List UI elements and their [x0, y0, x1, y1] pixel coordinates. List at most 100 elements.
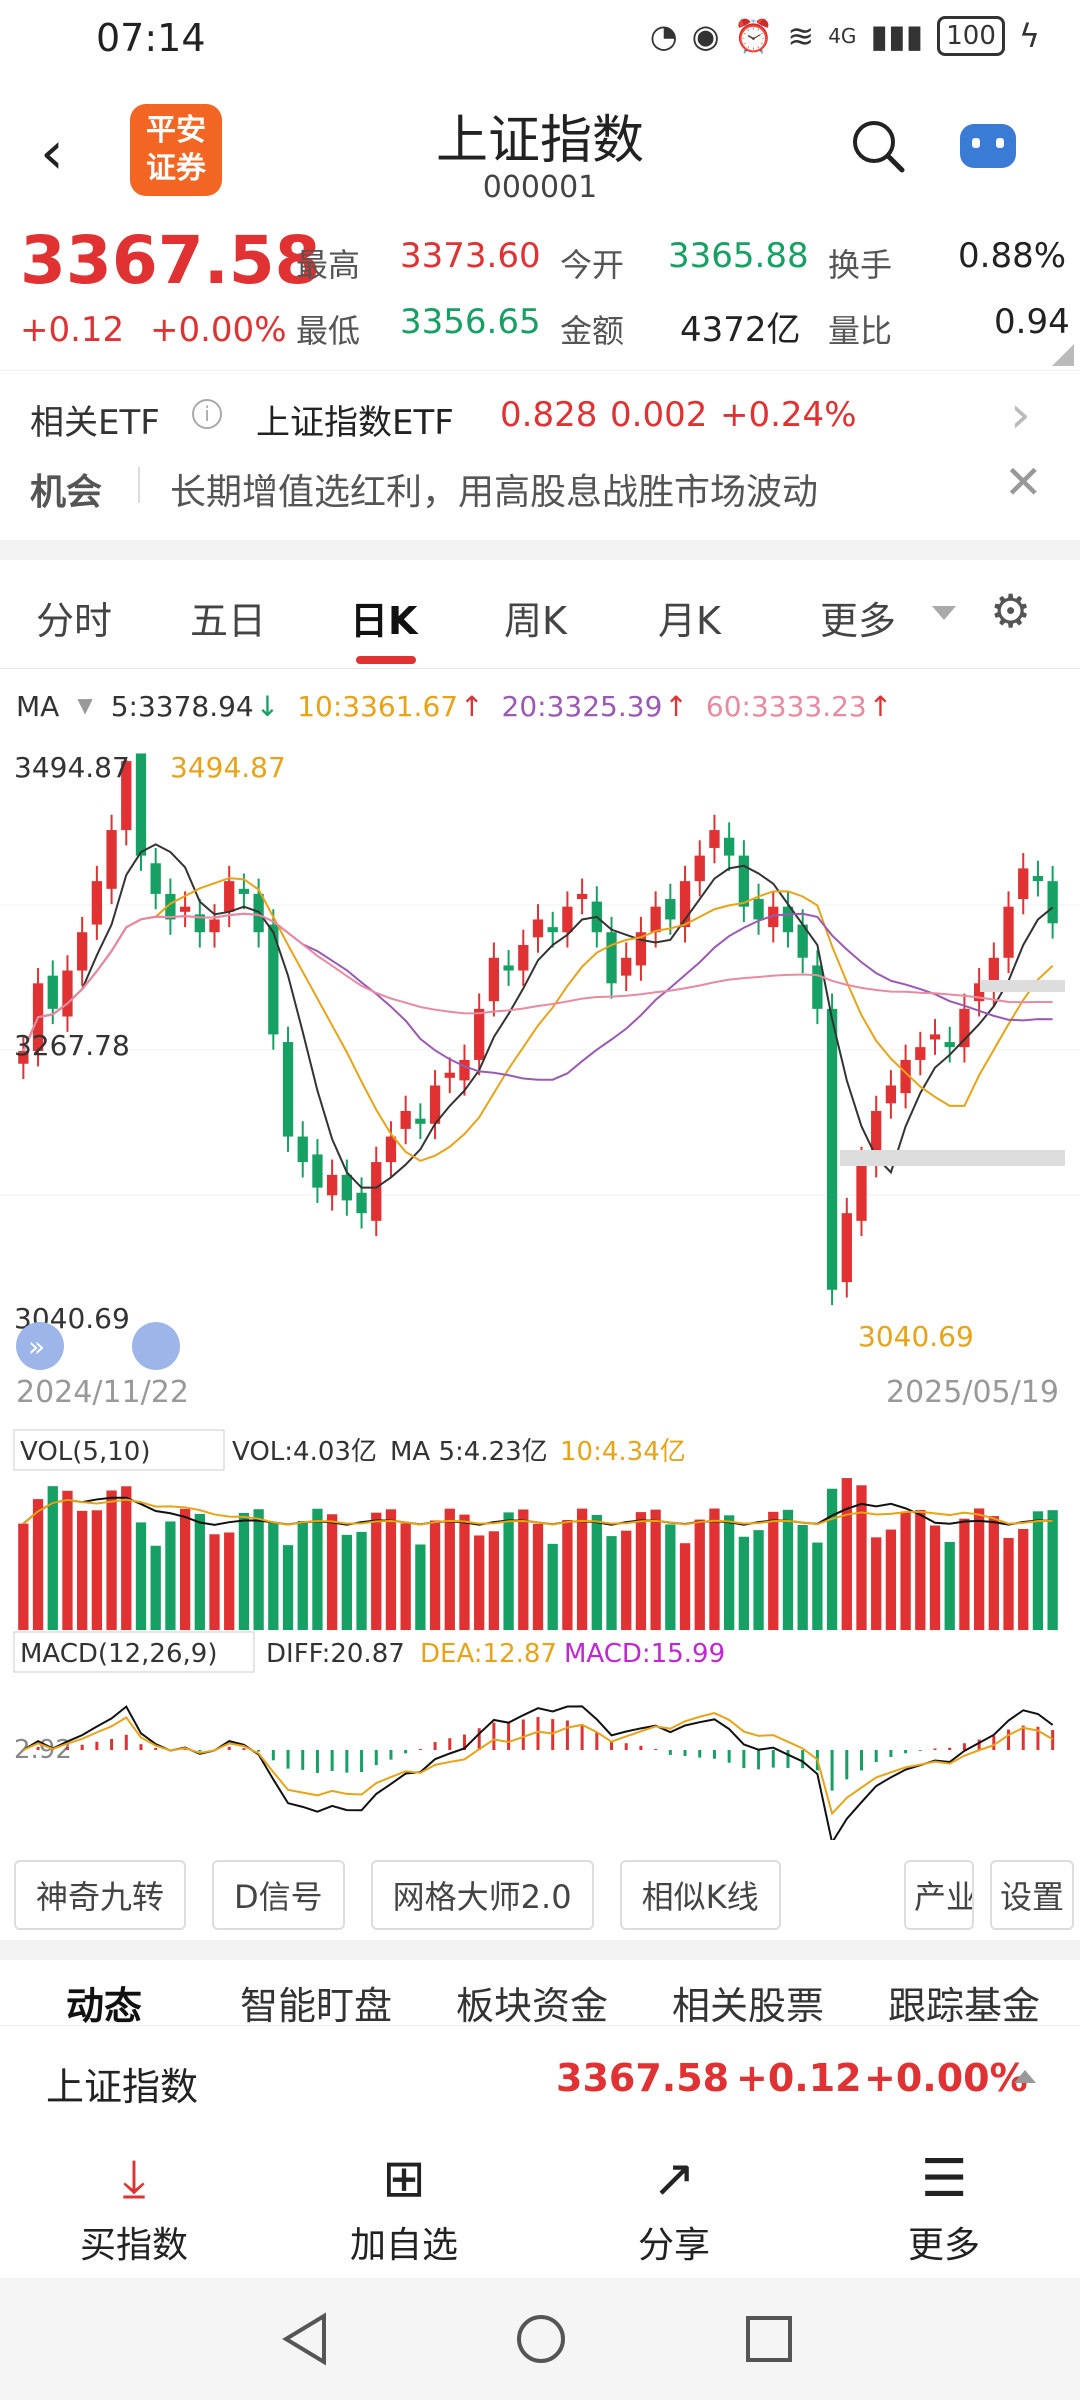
- feature-button[interactable]: D信号: [212, 1860, 345, 1930]
- ticker-bar[interactable]: 上证指数 3367.58 +0.12 +0.00%: [0, 2025, 1080, 2133]
- volume-bar: [356, 1531, 367, 1630]
- expand-corner-icon[interactable]: [1052, 344, 1074, 366]
- candle: [959, 1008, 970, 1048]
- candle: [856, 1162, 867, 1221]
- close-icon[interactable]: ✕: [1004, 455, 1043, 509]
- macd-bar: [404, 1750, 408, 1754]
- candle: [1003, 906, 1014, 958]
- macd-diff: DIFF:20.87: [266, 1639, 405, 1669]
- macd-bar: [1021, 1725, 1025, 1750]
- ma5-value: 5:3378.94: [110, 690, 254, 723]
- volume-bar: [885, 1529, 897, 1630]
- macd-bar: [257, 1750, 261, 1752]
- fullscreen-icon[interactable]: [132, 1322, 180, 1370]
- macd-bar: [301, 1750, 305, 1770]
- price-mid-label: 3267.78: [14, 1029, 130, 1062]
- macd-bar: [757, 1750, 761, 1770]
- vol-label: VOL(5,10): [20, 1437, 150, 1467]
- macd-bar: [639, 1745, 643, 1750]
- candle: [415, 1118, 426, 1124]
- vol-ma5: MA 5:4.23亿: [390, 1437, 548, 1467]
- chevron-right-icon: ›: [1010, 385, 1031, 445]
- related-etf-row[interactable]: 相关ETF i 上证指数ETF 0.828 0.002 +0.24% ›: [0, 370, 1080, 461]
- ma-label[interactable]: MA: [16, 690, 60, 723]
- macd-bar: [668, 1750, 672, 1755]
- candle: [782, 906, 794, 933]
- turnover-label: 换手: [828, 246, 893, 284]
- ticker-name: 上证指数: [46, 2065, 199, 2109]
- tab-intraday[interactable]: 分时: [36, 599, 113, 643]
- tab-weekly-k[interactable]: 周K: [504, 599, 567, 643]
- candle: [812, 965, 823, 1009]
- feature-button[interactable]: 神奇九转: [14, 1860, 187, 1930]
- candle: [885, 1085, 897, 1104]
- macd-bar: [124, 1734, 128, 1750]
- settings-icon[interactable]: ⚙: [990, 584, 1032, 638]
- network-type: 4G: [828, 24, 857, 48]
- volume-bar: [679, 1543, 691, 1630]
- add-watchlist-button[interactable]: ⊞ 加自选: [324, 2148, 484, 2268]
- vol-indicator-selector[interactable]: [13, 1429, 225, 1471]
- volume-bar: [62, 1490, 73, 1630]
- tab-daily-k[interactable]: 日K: [350, 599, 418, 643]
- tab-tracking-funds[interactable]: 跟踪基金: [888, 1984, 1041, 2023]
- nav-back-icon[interactable]: [280, 2312, 330, 2366]
- tab-sector-fund[interactable]: 板块资金: [456, 1984, 609, 2023]
- ma10-value: 10:3361.67: [297, 690, 459, 723]
- buy-index-button[interactable]: ⤓ 买指数: [54, 2148, 214, 2268]
- candle: [488, 957, 500, 1002]
- nav-home-icon[interactable]: [514, 2312, 568, 2366]
- tab-five-day[interactable]: 五日: [190, 599, 267, 643]
- feature-button[interactable]: 产业: [904, 1860, 974, 1930]
- kline-chart[interactable]: 3494.87 3494.87 3267.78 3040.69 3040.69 …: [0, 740, 1080, 1840]
- tab-more[interactable]: 更多: [820, 599, 897, 643]
- feature-button[interactable]: 网格大师2.0: [370, 1860, 594, 1930]
- macd-bar: [801, 1750, 805, 1769]
- volume-bar: [856, 1485, 867, 1630]
- info-icon[interactable]: i: [192, 399, 222, 429]
- candle: [268, 924, 279, 1035]
- scroll-left-icon[interactable]: [16, 1322, 64, 1370]
- macd-bar: [227, 1746, 231, 1750]
- nav-recents-icon[interactable]: [744, 2314, 794, 2364]
- volume-bar: [738, 1536, 750, 1630]
- candle: [194, 914, 205, 933]
- macd-bar: [110, 1738, 114, 1750]
- volume-bar: [135, 1522, 147, 1630]
- candle: [106, 830, 117, 889]
- opportunity-banner[interactable]: 机会 长期增值选红利，用高股息战胜市场波动 ✕: [0, 455, 1080, 535]
- open-value: 3365.88: [668, 236, 809, 276]
- volume-bar: [694, 1519, 705, 1630]
- ma-dropdown-icon[interactable]: ▼: [77, 693, 93, 717]
- tab-related-stocks[interactable]: 相关股票: [672, 1984, 825, 2023]
- macd-indicator-selector[interactable]: [13, 1631, 255, 1673]
- share-button[interactable]: ↗ 分享: [594, 2148, 754, 2268]
- caret-up-icon[interactable]: [1014, 2070, 1036, 2083]
- tab-monthly-k[interactable]: 月K: [658, 599, 721, 643]
- macd-bar: [418, 1749, 422, 1750]
- feature-button[interactable]: 相似K线: [619, 1860, 781, 1930]
- low-label: 最低: [296, 312, 361, 350]
- back-icon[interactable]: ‹: [40, 118, 64, 188]
- macd-bar: [448, 1738, 452, 1750]
- candle: [709, 830, 720, 848]
- dropdown-triangle-icon[interactable]: [932, 606, 956, 620]
- more-button[interactable]: ☰ 更多: [864, 2148, 1024, 2268]
- tab-news[interactable]: 动态: [66, 1984, 143, 2023]
- volume-bar: [871, 1537, 882, 1630]
- macd-bar: [551, 1719, 555, 1750]
- volume-bar: [297, 1520, 308, 1630]
- search-icon[interactable]: [850, 118, 906, 174]
- settings-button[interactable]: 设置: [990, 1860, 1075, 1930]
- buy-index-label: 买指数: [79, 2225, 188, 2266]
- assistant-robot-icon[interactable]: [960, 124, 1016, 168]
- candle: [209, 919, 220, 933]
- macd-bar: [874, 1750, 878, 1763]
- macd-bar: [1007, 1729, 1011, 1750]
- macd-bar: [536, 1717, 540, 1750]
- candle: [679, 881, 691, 928]
- ma-legend: MA ▼ 5:3378.94 ↓ 10:3361.67 ↑ 20:3325.39 ↑ …: [16, 690, 892, 723]
- candle: [503, 965, 514, 971]
- tab-smart-watch[interactable]: 智能盯盘: [240, 1984, 393, 2023]
- volume-bar: [47, 1486, 58, 1630]
